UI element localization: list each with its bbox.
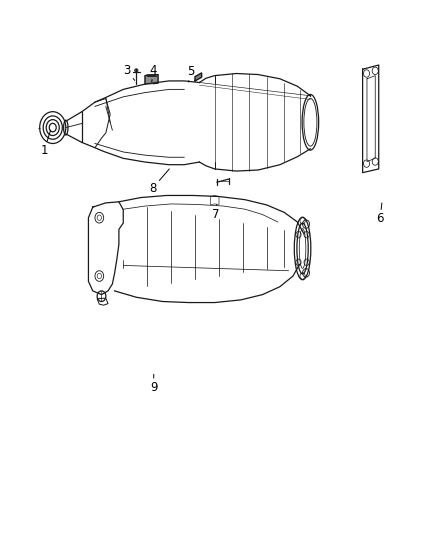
Polygon shape	[195, 73, 201, 81]
Text: 3: 3	[123, 64, 134, 80]
Ellipse shape	[134, 69, 138, 72]
Text: 4: 4	[149, 64, 157, 82]
Text: 1: 1	[40, 130, 51, 157]
Polygon shape	[145, 75, 158, 84]
Text: 6: 6	[376, 203, 384, 225]
Text: 9: 9	[150, 374, 158, 394]
Text: 7: 7	[212, 205, 220, 221]
Text: 5: 5	[187, 65, 194, 82]
Text: 8: 8	[149, 169, 170, 195]
